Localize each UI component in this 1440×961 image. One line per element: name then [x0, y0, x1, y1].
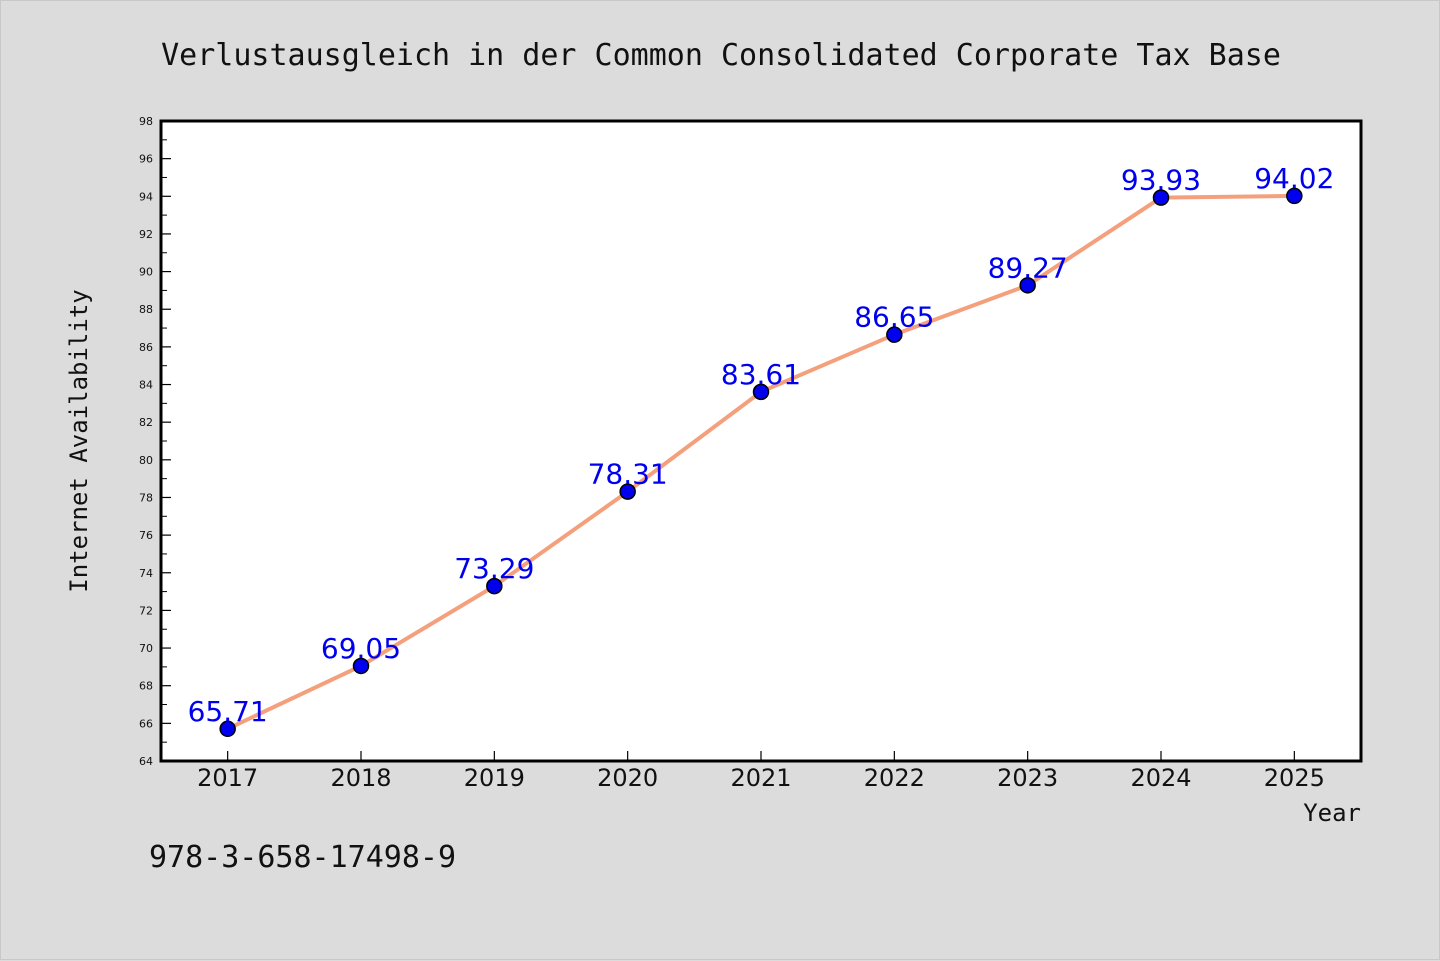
x-tick-label: 2018 [330, 764, 391, 792]
x-tick-label: 2021 [730, 764, 791, 792]
y-tick-label: 80 [139, 454, 153, 467]
data-label: 65.71 [188, 695, 268, 728]
data-label: 83.61 [721, 358, 801, 391]
x-tick-label: 2024 [1130, 764, 1191, 792]
chart-title: Verlustausgleich in der Common Consolida… [161, 38, 1281, 73]
x-tick-label: 2022 [864, 764, 925, 792]
x-axis-title: Year [1303, 799, 1361, 827]
y-tick-label: 98 [139, 115, 153, 128]
x-tick-label: 2020 [597, 764, 658, 792]
x-tick-label: 2017 [197, 764, 258, 792]
y-tick-label: 82 [139, 416, 153, 429]
data-label: 93.93 [1121, 164, 1201, 197]
data-label: 94.02 [1254, 162, 1334, 195]
data-point [752, 383, 770, 401]
data-label: 73.29 [454, 552, 534, 585]
y-tick-label: 64 [139, 755, 153, 768]
data-label: 89.27 [988, 251, 1068, 284]
data-label: 69.05 [321, 632, 401, 665]
y-tick-label: 90 [139, 266, 153, 279]
y-tick-label: 66 [139, 717, 153, 730]
data-point [1286, 187, 1303, 205]
y-tick-label: 92 [139, 228, 153, 241]
data-point [219, 720, 236, 738]
data-label: 86.65 [854, 301, 934, 334]
data-point [886, 326, 903, 343]
x-axis: 2017 2018 2019 2020 2021 2022 2023 2024 2025 [197, 751, 1325, 792]
y-tick-label: 76 [139, 529, 153, 542]
data-point [352, 657, 370, 675]
y-tick-label: 68 [139, 680, 153, 693]
series-layer [219, 187, 1303, 738]
plot-area [159, 119, 1363, 763]
y-axis: 64 66 68 70 72 74 76 78 80 82 84 86 88 90 92 94 96 98 [139, 115, 171, 768]
y-tick-label: 88 [139, 303, 153, 316]
data-point [486, 577, 503, 595]
y-tick-label: 74 [139, 567, 153, 580]
data-label: 78.31 [588, 458, 668, 491]
footer-code: 978-3-658-17498-9 [149, 840, 456, 875]
y-tick-label: 96 [139, 153, 153, 166]
y-axis-title: Internet Availability [65, 289, 93, 592]
data-point [1152, 189, 1170, 206]
y-tick-label: 94 [139, 190, 153, 203]
y-tick-label: 70 [139, 642, 153, 655]
y-tick-label: 72 [139, 604, 153, 617]
y-tick-label: 78 [139, 491, 153, 504]
data-point [1019, 277, 1036, 294]
y-tick-label: 84 [139, 379, 153, 392]
x-tick-label: 2025 [1264, 764, 1325, 792]
data-point [619, 483, 636, 500]
y-tick-label: 86 [139, 341, 153, 354]
x-tick-label: 2019 [464, 764, 525, 792]
data-labels-layer: 65.71 69.05 73.29 78.31 83.61 86.65 89.27 93.93… [188, 162, 1335, 728]
x-tick-label: 2023 [997, 764, 1058, 792]
